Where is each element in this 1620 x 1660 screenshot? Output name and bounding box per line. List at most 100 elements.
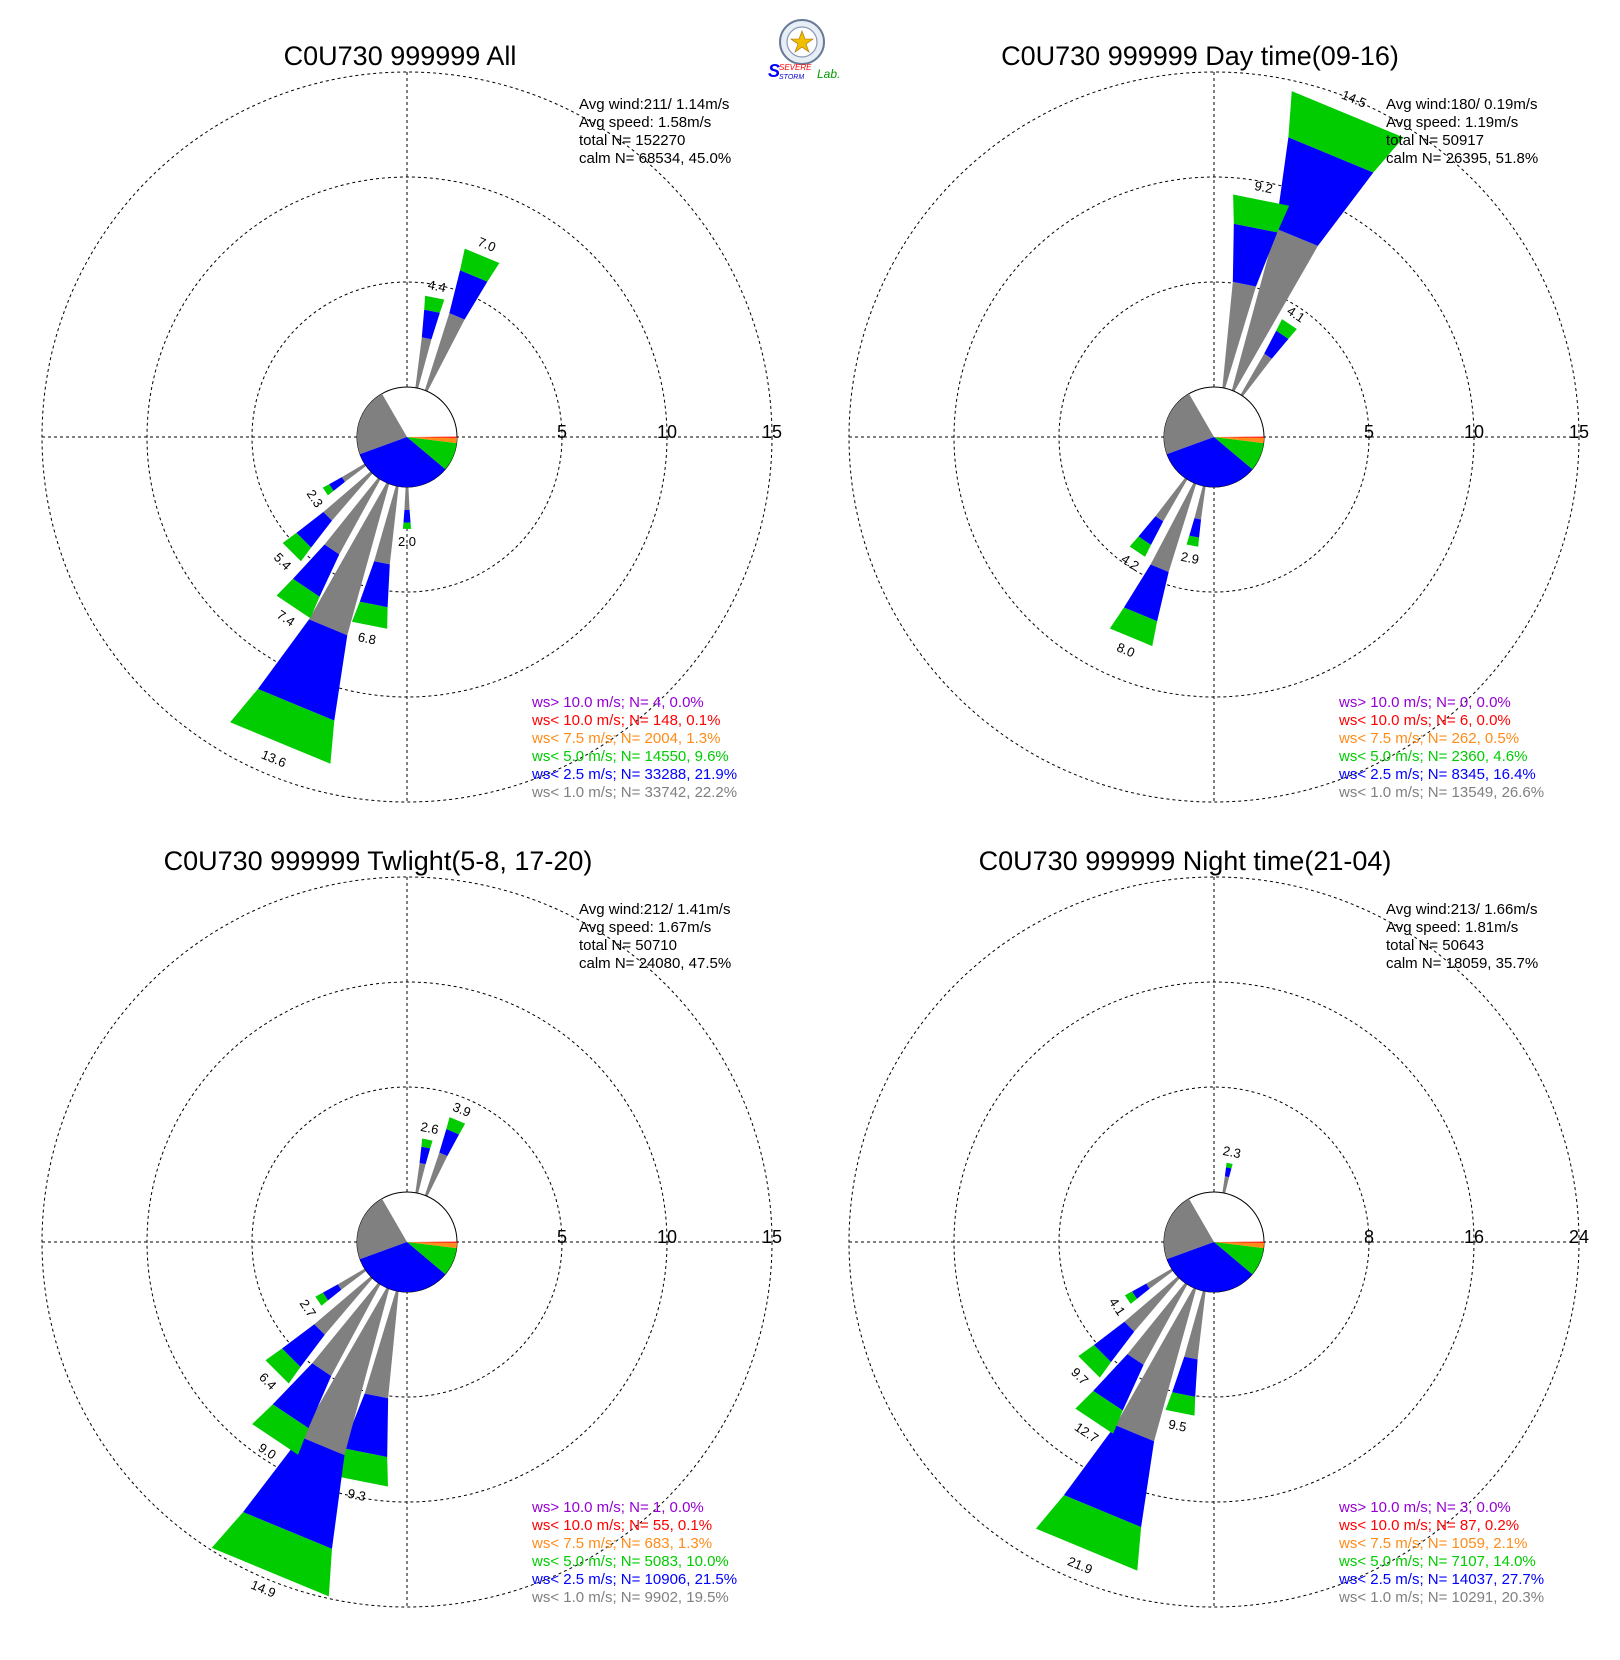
logo-text-top: SEVERE	[779, 63, 812, 72]
wind-rose-bar-segment	[1189, 518, 1202, 538]
ring-label: 5	[557, 1227, 567, 1247]
stats-line: Avg wind:180/ 0.19m/s	[1386, 96, 1537, 113]
stats-line: total N= 50917	[1386, 132, 1484, 149]
bar-value-label: 4.1	[1106, 1295, 1129, 1318]
wind-rose-bar-segment	[243, 1436, 345, 1549]
wind-rose-bar-segment	[419, 1146, 431, 1165]
legend-entry: ws< 5.0 m/s; N= 14550, 9.6%	[531, 748, 729, 765]
legend-entry: ws< 1.0 m/s; N= 10291, 20.3%	[1338, 1589, 1544, 1606]
wind-rose-bar-segment	[252, 1404, 309, 1455]
legend-entry: ws< 1.0 m/s; N= 13549, 26.6%	[1338, 784, 1544, 801]
wind-rose-bar-segment	[272, 1363, 332, 1429]
panel-title: C0U730 999999 All	[284, 41, 517, 71]
bar-value-label: 3.9	[451, 1099, 473, 1120]
calm-pie-slice	[407, 1241, 457, 1243]
bar-value-label: 21.9	[1066, 1554, 1095, 1578]
wind-rose-bar-segment	[1075, 1390, 1123, 1434]
bar-value-label: 2.7	[297, 1297, 320, 1320]
legend-entry: ws< 10.0 m/s; N= 55, 0.1%	[531, 1517, 712, 1534]
legend-entry: ws< 2.5 m/s; N= 14037, 27.7%	[1338, 1571, 1544, 1588]
wind-rose-bar-segment	[449, 270, 488, 320]
bar-value-label: 9.0	[256, 1440, 279, 1463]
wind-rose-bar-segment	[341, 463, 367, 482]
wind-rose-bar-segment	[292, 544, 340, 597]
stats-line: calm N= 24080, 47.5%	[579, 955, 731, 972]
stats-line: calm N= 18059, 35.7%	[1386, 955, 1538, 972]
wind-rose-bar-segment	[342, 1393, 389, 1458]
bar-value-label: 2.3	[304, 487, 327, 510]
wind-rose-bar-segment	[421, 1138, 433, 1149]
legend-entry: ws< 7.5 m/s; N= 2004, 1.3%	[531, 730, 720, 747]
wind-rose-bar-segment	[1115, 1287, 1197, 1442]
bar-value-label: 4.1	[1284, 303, 1307, 326]
wind-rose-bar-segment	[257, 619, 348, 721]
legend-entry: ws> 10.0 m/s; N= 1, 0.0%	[531, 1499, 704, 1516]
stats-line: Avg speed: 1.19m/s	[1386, 114, 1518, 131]
calm-pie-slice	[357, 393, 407, 455]
legend-entry: ws> 10.0 m/s; N= 3, 0.0%	[1338, 1499, 1511, 1516]
wind-rose-bar-segment	[364, 1290, 399, 1399]
calm-pie-slice	[407, 1242, 457, 1249]
stats-line: total N= 50643	[1386, 937, 1484, 954]
ring-label: 15	[762, 1227, 782, 1247]
wind-rose-bar-segment	[1127, 1282, 1188, 1365]
wind-rose-bar-segment	[402, 522, 412, 529]
wind-rose-bar-segment	[1222, 1176, 1230, 1194]
calm-pie-slice	[1164, 1198, 1214, 1260]
ring-label: 15	[762, 422, 782, 442]
calm-pie-slice	[1214, 1242, 1264, 1275]
wind-rose-bar-segment	[314, 1276, 373, 1335]
wind-rose-bar-segment	[404, 486, 410, 511]
stats-line: Avg wind:212/ 1.41m/s	[579, 901, 730, 918]
wind-rose-bar-segment	[351, 601, 388, 629]
legend-entry: ws< 2.5 m/s; N= 10906, 21.5%	[531, 1571, 737, 1588]
stats-line: Avg wind:211/ 1.14m/s	[579, 96, 729, 113]
wind-rose-bar-segment	[439, 1129, 460, 1156]
panel-title: C0U730 999999 Twlight(5-8, 17-20)	[164, 846, 593, 876]
wind-rose-bar-segment	[1186, 535, 1200, 547]
wind-rose-bar-segment	[309, 482, 390, 636]
calm-pie-slice	[1167, 437, 1253, 488]
calm-pie-slice	[407, 436, 457, 438]
wind-rose-bar-segment	[312, 1282, 381, 1377]
wind-rose-bar-segment	[230, 688, 335, 764]
wind-rose-bar-segment	[1226, 1162, 1233, 1169]
wind-rose-bar-segment	[1123, 564, 1169, 622]
wind-rose-bar-segment	[1063, 1425, 1155, 1528]
wind-rose-bar-segment	[359, 561, 390, 608]
wind-rose-bar-segment	[1035, 1495, 1142, 1571]
calm-pie-slice	[1214, 1241, 1264, 1243]
legend-entry: ws< 2.5 m/s; N= 8345, 16.4%	[1338, 766, 1536, 783]
bar-value-label: 4.4	[427, 277, 448, 295]
wind-rose-bar-segment	[1264, 330, 1289, 359]
panel-title: C0U730 999999 Night time(21-04)	[979, 846, 1392, 876]
ring-label: 10	[1464, 422, 1484, 442]
wind-rose-bar-segment	[324, 477, 381, 555]
wind-rose-bar-segment	[282, 1324, 325, 1367]
wind-rose-bar-segment	[460, 248, 500, 282]
legend-entry: ws> 10.0 m/s; N= 4, 0.0%	[531, 694, 704, 711]
wind-rose-bar-segment	[424, 295, 445, 313]
calm-pie-slice	[1164, 393, 1214, 455]
wind-rose-bar-segment	[415, 337, 432, 389]
bar-value-label: 5.4	[271, 550, 294, 573]
bar-value-label: 9.7	[1068, 1365, 1091, 1388]
bar-value-label: 9.3	[346, 1486, 367, 1504]
wind-rose-bar-segment	[1224, 1167, 1232, 1178]
wind-rose-bar-segment	[322, 1284, 342, 1301]
legend-entry: ws< 5.0 m/s; N= 5083, 10.0%	[531, 1553, 729, 1570]
calm-pie-slice	[1167, 1242, 1253, 1292]
bar-value-label: 6.4	[256, 1370, 279, 1393]
wind-rose-bar-segment	[1184, 1290, 1206, 1360]
ring-label: 8	[1364, 1227, 1374, 1247]
bar-value-label: 12.7	[1072, 1419, 1101, 1446]
calm-pie-slice	[1214, 1242, 1264, 1249]
wind-rose-bar-segment	[265, 1348, 301, 1384]
calm-pie-slice	[407, 437, 457, 444]
bar-value-label: 14.5	[1339, 87, 1368, 111]
legend-entry: ws< 5.0 m/s; N= 7107, 14.0%	[1338, 1553, 1536, 1570]
legend-entry: ws< 5.0 m/s; N= 2360, 4.6%	[1338, 748, 1527, 765]
wind-rose-bar-segment	[300, 1287, 390, 1456]
wind-rose-bar-segment	[211, 1512, 332, 1597]
calm-pie-slice	[407, 1242, 457, 1275]
